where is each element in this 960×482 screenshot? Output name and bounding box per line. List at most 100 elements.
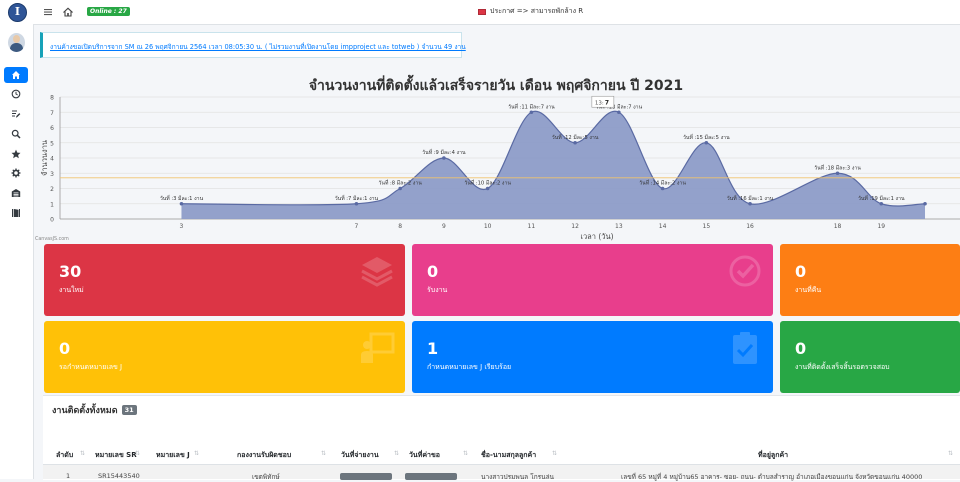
sidebar-item-dashboard[interactable]: [4, 67, 28, 83]
stat-value: 0: [795, 262, 807, 281]
table-cell: 1: [66, 472, 71, 480]
column-header[interactable]: หมายเลข SR: [95, 451, 137, 459]
stat-card[interactable]: 0 รอกำหนดหมายเลข J: [44, 321, 405, 393]
sort-icon[interactable]: ⇅: [321, 450, 327, 457]
sidebar-item-favorites[interactable]: [4, 146, 28, 162]
table-cell: เลขที่ 65 หมู่ที่ 4 หมู่บ้าน65 อาคาร- ซอ…: [621, 473, 923, 481]
sort-icon[interactable]: ⇅: [80, 450, 86, 457]
stat-card[interactable]: 1 กำหนดหมายเลข J เรียบร้อย: [412, 321, 773, 393]
stat-card[interactable]: 0 รับงาน: [412, 244, 773, 316]
sort-icon[interactable]: ⇅: [194, 450, 200, 457]
sort-icon[interactable]: ⇅: [948, 450, 954, 457]
data-point: [442, 156, 446, 160]
column-header[interactable]: ลำดับ: [56, 451, 74, 459]
chart-canvas: จำนวนงานที่ติดตั้งแล้วเสร็จรายวัน เดือน …: [35, 74, 960, 242]
section-title: งานติดตั้งทั้งหมด 31: [52, 403, 137, 417]
sidebar-item-logout[interactable]: [4, 205, 28, 221]
data-point: [179, 201, 184, 206]
stat-card[interactable]: 0 งานที่คืน: [780, 244, 960, 316]
stat-card[interactable]: 0 งานที่ติดตั้งเสร็จสิ้นรอตรวจสอบ: [780, 321, 960, 393]
sidebar-item-warehouse[interactable]: [4, 185, 28, 201]
sidebar-item-history[interactable]: [4, 86, 28, 102]
pending-jobs-alert: งานค้างขอเปิดบริการจาก SM ณ 26 พฤศจิกายน…: [40, 32, 466, 58]
user-avatar[interactable]: [8, 33, 25, 52]
column-header[interactable]: ที่อยู่ลูกค้า: [758, 451, 789, 459]
x-tick-label: 12: [571, 223, 579, 230]
y-tick-label: 6: [50, 125, 54, 132]
table-header: ลำดับ ⇅ หมายเลข SR ⇅ หมายเลข J ⇅ กองงานรับผิดช…: [43, 444, 960, 466]
pending-jobs-link[interactable]: งานค้างขอเปิดบริการจาก SM ณ 26 พฤศจิกายน…: [50, 43, 466, 51]
stat-label: กำหนดหมายเลข J เรียบร้อย: [427, 363, 512, 371]
menu-toggle-icon[interactable]: [43, 7, 53, 17]
column-header[interactable]: วันที่จ่ายงาน: [341, 451, 379, 459]
data-label: วันที่ :13 มีละ:7 งาน: [596, 103, 643, 110]
edit-list-icon: [12, 110, 21, 118]
y-tick-label: 5: [50, 140, 54, 147]
tooltip-label: 13:: [595, 100, 604, 106]
x-tick-label: 10: [484, 223, 492, 230]
star-icon: [11, 149, 21, 159]
tooltip-box: [591, 95, 615, 108]
y-tick-label: 7: [50, 110, 54, 117]
stat-label: รับงาน: [427, 286, 448, 294]
y-tick-label: 0: [50, 217, 54, 224]
data-point: [529, 110, 534, 115]
check-circle-icon: [729, 255, 761, 287]
layers-icon: [361, 257, 393, 287]
x-tick-label: 3: [180, 223, 184, 230]
data-label: วันที่ :15 มีละ:5 งาน: [683, 134, 730, 141]
sidebar-item-settings[interactable]: [4, 165, 28, 181]
table-cell: นางสาวปรมพนล โกรนล่น: [481, 473, 555, 481]
daily-installs-chart: จำนวนงานที่ติดตั้งแล้วเสร็จรายวัน เดือน …: [33, 72, 960, 242]
count-badge: 31: [121, 405, 137, 415]
column-header[interactable]: ชื่อ-นามสกุลลูกค้า: [481, 451, 537, 459]
sort-icon[interactable]: ⇅: [463, 450, 469, 457]
area-fill: [181, 111, 926, 219]
data-point: [879, 201, 884, 206]
y-tick-label: 1: [50, 201, 54, 208]
tooltip-value: 7: [605, 99, 609, 106]
announcement-text: ประกาศ => สามารถพักล้าง R: [490, 7, 584, 15]
top-navbar: Online : 27 ประกาศ => สามารถพักล้าง R: [33, 0, 960, 25]
home-icon: [12, 71, 20, 79]
data-point: [923, 201, 927, 206]
data-point: [573, 140, 577, 145]
x-tick-label: 18: [834, 223, 842, 230]
table-row[interactable]: 1 SR15443540 เขตพิทักษ์ นางสาวปรมพนล โกรนล่…: [43, 465, 960, 481]
stat-card[interactable]: 30 งานใหม่: [44, 244, 405, 316]
brand-logo[interactable]: I: [8, 3, 27, 22]
date-badge: [340, 473, 392, 480]
sidebar-item-edit[interactable]: [4, 106, 28, 122]
y-tick-label: 8: [50, 95, 54, 102]
sidebar-item-search[interactable]: [4, 126, 28, 142]
x-tick-label: 14: [659, 223, 667, 230]
column-header[interactable]: กองงานรับผิดชอบ: [237, 451, 292, 459]
online-users-badge: Online : 27: [87, 7, 130, 16]
stat-value: 30: [59, 262, 82, 281]
sort-icon[interactable]: ⇅: [552, 450, 558, 457]
data-label: วันที่ :18 มีละ:3 งาน: [814, 164, 861, 171]
data-label: วันที่ :3 มีละ:1 งาน: [160, 195, 204, 202]
flag-icon: [478, 8, 486, 15]
stat-value: 1: [427, 339, 439, 358]
table-cell: เขตพิทักษ์: [252, 473, 280, 481]
section-title-text: งานติดตั้งทั้งหมด: [52, 406, 118, 416]
table-cell: SR15443540: [98, 472, 140, 480]
clipboard-check-icon: [733, 332, 757, 364]
column-header[interactable]: วันที่ค่าขอ: [409, 451, 440, 459]
data-label: วันที่ :14 มีละ:2 งาน: [639, 180, 686, 187]
clock-icon: [11, 89, 21, 99]
sort-icon[interactable]: ⇅: [135, 450, 141, 457]
data-point: [660, 186, 665, 191]
brand-logo-letter: I: [14, 5, 21, 18]
data-label: วันที่ :12 มีละ:5 งาน: [552, 134, 599, 141]
y-axis-label: จำนวนงาน: [40, 140, 49, 176]
sort-icon[interactable]: ⇅: [394, 450, 400, 457]
presentation-icon: [361, 332, 395, 363]
column-header[interactable]: หมายเลข J: [156, 451, 190, 459]
chart-title: จำนวนงานที่ติดตั้งแล้วเสร็จรายวัน เดือน …: [309, 74, 683, 94]
data-label: วันที่ :11 มีละ:7 งาน: [508, 103, 555, 110]
home-link-icon[interactable]: [63, 7, 73, 17]
sidebar: I: [0, 0, 34, 479]
data-point: [835, 171, 840, 176]
